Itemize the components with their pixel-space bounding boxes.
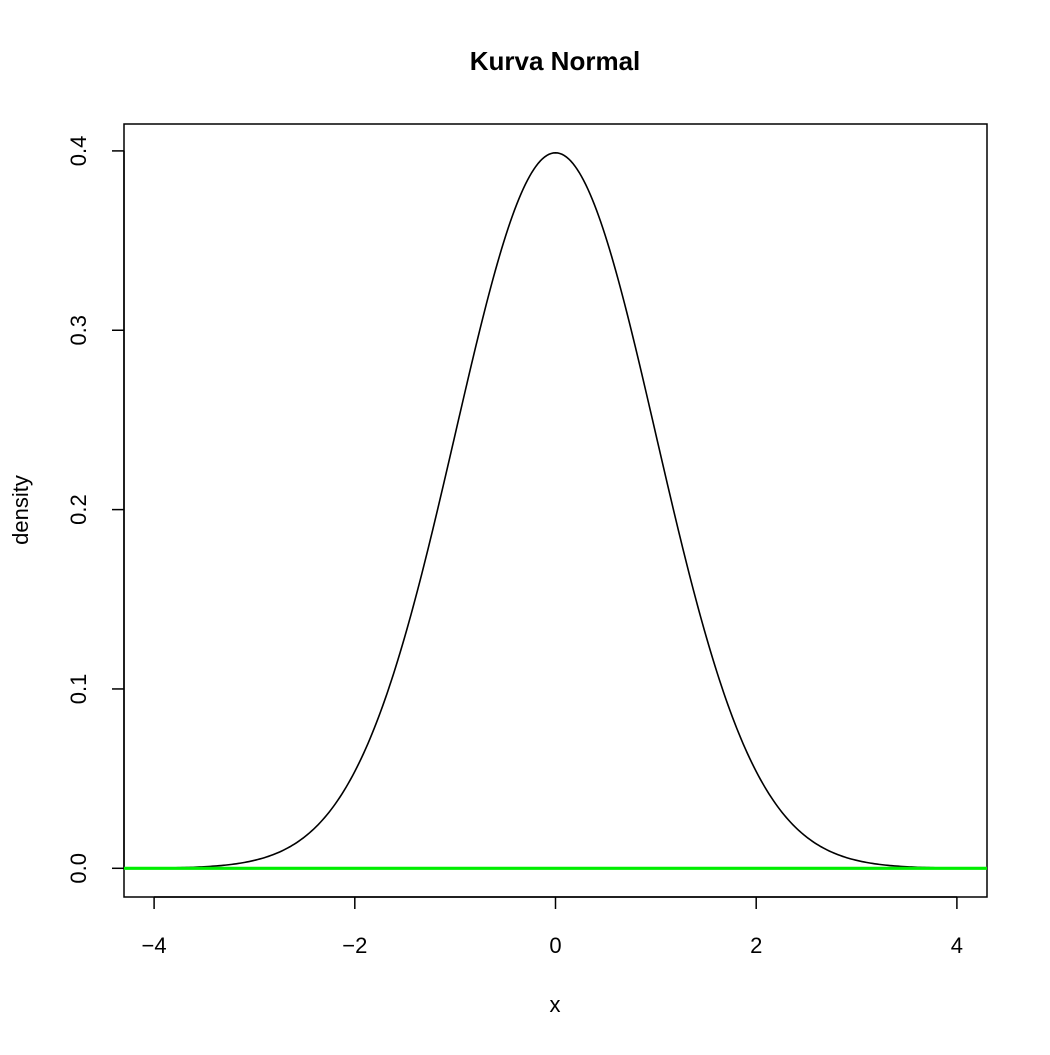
- y-axis-label: density: [8, 475, 33, 545]
- y-tick-label: 0.4: [66, 136, 91, 167]
- plot-frame: [123, 123, 988, 898]
- x-tick-label: 4: [951, 933, 963, 958]
- x-axis: −4 −2 0 2 4: [142, 896, 963, 958]
- x-axis-label: x: [550, 992, 561, 1017]
- x-tick-label: 2: [750, 933, 762, 958]
- y-tick-label: 0.0: [66, 853, 91, 884]
- y-tick-label: 0.1: [66, 674, 91, 705]
- y-tick-label: 0.3: [66, 315, 91, 346]
- density-curve: [124, 151, 987, 870]
- series-layer: [124, 151, 987, 870]
- y-axis: 0.0 0.1 0.2 0.3 0.4: [66, 136, 125, 884]
- chart-title: Kurva Normal: [470, 46, 641, 76]
- x-tick-label: −2: [342, 933, 367, 958]
- x-tick-label: −4: [142, 933, 167, 958]
- y-tick-label: 0.2: [66, 494, 91, 525]
- x-tick-label: 0: [549, 933, 561, 958]
